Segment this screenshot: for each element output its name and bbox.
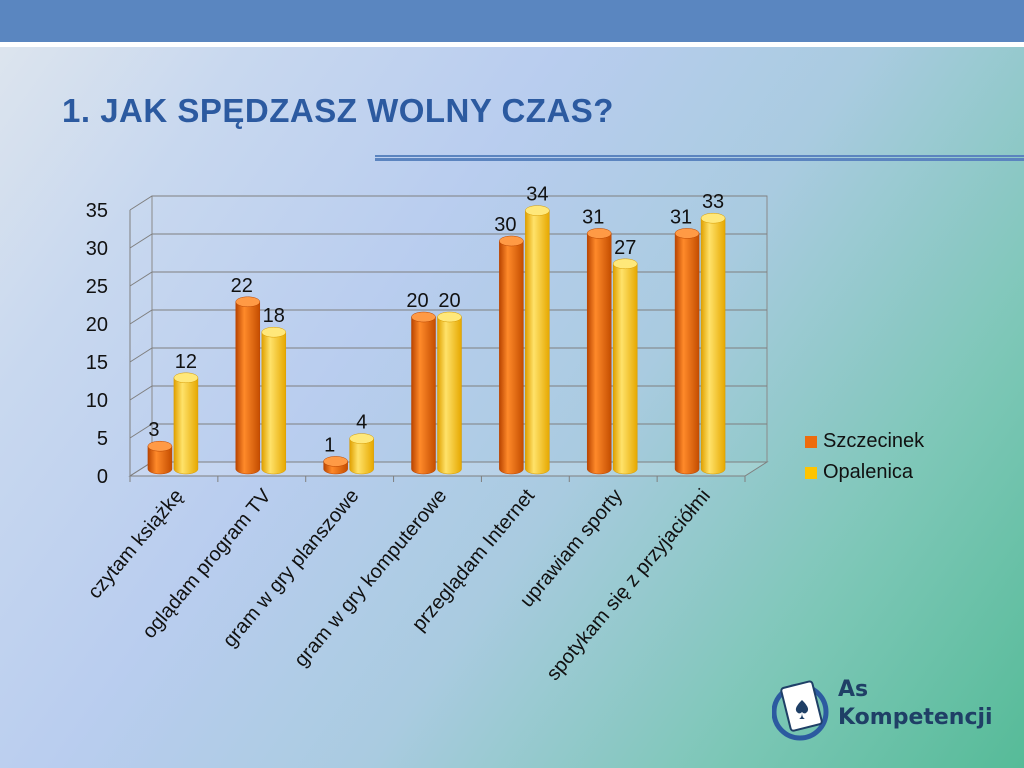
gridline	[129, 233, 767, 249]
bar-body	[586, 233, 612, 475]
slide-title: 1. JAK SPĘDZASZ WOLNY CZAS?	[62, 92, 614, 129]
bar-body	[235, 301, 261, 475]
y-tick-label: 25	[86, 276, 108, 298]
y-tick-label: 0	[97, 466, 108, 488]
data-label: 34	[526, 184, 548, 206]
bar-body	[674, 233, 700, 475]
y-tick-label: 35	[86, 200, 108, 222]
data-label: 31	[582, 206, 604, 228]
x-tick-label: czytam książkę	[84, 485, 188, 603]
logo-text-line2: Kompetencji	[838, 705, 993, 730]
chart-legend: Szczecinek Opalenica	[805, 426, 924, 488]
bar-top	[612, 258, 638, 270]
gridline	[129, 347, 767, 363]
legend-label-opalenica: Opalenica	[823, 461, 914, 483]
legend-swatch-szczecinek	[805, 435, 817, 448]
bar-top	[173, 372, 199, 384]
bar-top	[586, 228, 612, 239]
gridline	[129, 271, 767, 287]
bar-top	[147, 440, 173, 452]
data-label: 33	[702, 191, 724, 213]
data-label: 20	[406, 290, 428, 312]
data-label: 18	[263, 305, 285, 327]
legend-swatch-opalenica	[805, 466, 817, 479]
bar-top	[437, 311, 462, 323]
gridline	[129, 385, 767, 401]
bar-body	[411, 316, 436, 475]
data-label: 30	[494, 214, 516, 236]
bar-body	[612, 263, 638, 475]
playing-card-logo-icon	[772, 680, 829, 741]
bar-body	[261, 331, 287, 475]
gridline	[129, 423, 767, 439]
bar-body	[349, 438, 374, 475]
bar-top	[235, 296, 261, 308]
data-label: 1	[324, 434, 335, 456]
y-tick-label: 10	[86, 390, 108, 412]
title-underline	[375, 155, 1024, 161]
bar-body	[525, 210, 550, 475]
gridline	[129, 309, 767, 325]
data-label: 22	[231, 275, 253, 297]
bar-top	[323, 456, 348, 467]
data-label: 27	[614, 237, 636, 259]
top-bar	[0, 0, 1024, 42]
y-tick-label: 30	[86, 238, 108, 260]
x-tick-label: gram w gry komputerowe	[290, 485, 451, 671]
bar-top	[700, 212, 726, 224]
legend-item-opalenica: Opalenica	[805, 457, 924, 488]
y-tick-label: 20	[86, 314, 108, 336]
legend-label-szczecinek: Szczecinek	[823, 430, 925, 452]
data-label: 20	[438, 290, 460, 312]
bar-body	[499, 240, 524, 475]
x-tick-label: spotykam się z przyjaciółmi	[542, 485, 715, 685]
y-tick-label: 5	[97, 428, 108, 450]
gridline	[129, 195, 767, 211]
top-bar-divider	[0, 42, 1024, 47]
y-tick-label: 15	[86, 352, 108, 374]
bar-top	[261, 326, 287, 338]
bar-body	[700, 217, 726, 475]
bar-body	[147, 445, 173, 475]
bar-top	[674, 228, 700, 239]
bar-top	[525, 205, 550, 216]
data-label: 12	[175, 351, 197, 373]
bar-top	[411, 311, 436, 323]
bar-top	[349, 433, 374, 444]
data-label: 31	[670, 206, 692, 228]
logo: As Kompetencji	[772, 668, 1002, 748]
data-label: 3	[148, 419, 159, 441]
logo-text-line1: As	[838, 677, 869, 702]
legend-item-szczecinek: Szczecinek	[805, 426, 924, 457]
bar-body	[173, 377, 199, 475]
bar-top	[499, 235, 524, 247]
data-label: 4	[356, 412, 367, 434]
bar-body	[437, 316, 462, 475]
